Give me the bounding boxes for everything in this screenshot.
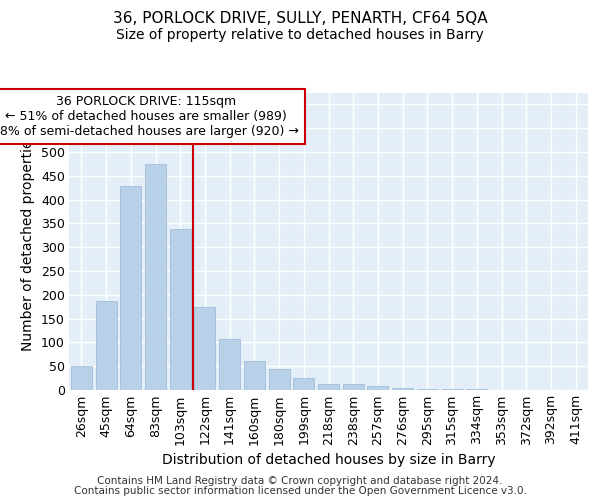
Bar xyxy=(269,368,290,390)
Bar xyxy=(71,366,92,390)
Bar xyxy=(417,388,438,390)
Bar xyxy=(293,378,314,390)
Bar xyxy=(120,186,141,390)
Text: Contains HM Land Registry data © Crown copyright and database right 2024.: Contains HM Land Registry data © Crown c… xyxy=(97,476,503,486)
Bar xyxy=(367,386,388,390)
X-axis label: Distribution of detached houses by size in Barry: Distribution of detached houses by size … xyxy=(161,453,496,467)
Bar xyxy=(466,389,487,390)
Bar xyxy=(145,164,166,390)
Bar xyxy=(244,362,265,390)
Bar xyxy=(318,384,339,390)
Text: Size of property relative to detached houses in Barry: Size of property relative to detached ho… xyxy=(116,28,484,42)
Bar xyxy=(392,388,413,390)
Bar xyxy=(194,306,215,390)
Bar xyxy=(442,389,463,390)
Text: 36, PORLOCK DRIVE, SULLY, PENARTH, CF64 5QA: 36, PORLOCK DRIVE, SULLY, PENARTH, CF64 … xyxy=(113,11,487,26)
Bar xyxy=(343,384,364,390)
Text: Contains public sector information licensed under the Open Government Licence v3: Contains public sector information licen… xyxy=(74,486,526,496)
Bar xyxy=(170,229,191,390)
Bar xyxy=(95,301,116,390)
Text: 36 PORLOCK DRIVE: 115sqm
← 51% of detached houses are smaller (989)
48% of semi-: 36 PORLOCK DRIVE: 115sqm ← 51% of detach… xyxy=(0,95,299,138)
Y-axis label: Number of detached properties: Number of detached properties xyxy=(21,132,35,350)
Bar xyxy=(219,339,240,390)
